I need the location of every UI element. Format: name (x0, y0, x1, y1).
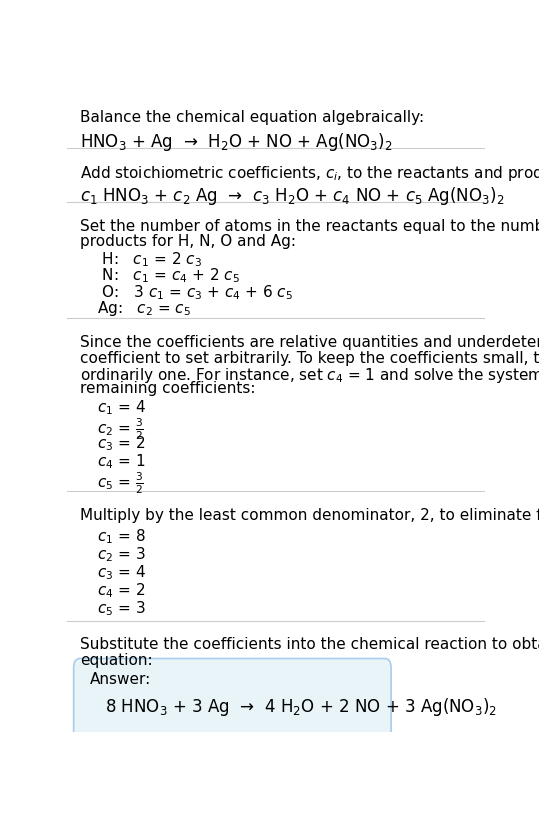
Text: $c_4$ = 2: $c_4$ = 2 (96, 582, 145, 600)
Text: O:   3 $c_1$ = $c_3$ + $c_4$ + 6 $c_5$: O: 3 $c_1$ = $c_3$ + $c_4$ + 6 $c_5$ (96, 283, 293, 302)
Text: $c_5$ = $\frac{3}{2}$: $c_5$ = $\frac{3}{2}$ (96, 470, 143, 496)
Text: Multiply by the least common denominator, 2, to eliminate fractional coefficient: Multiply by the least common denominator… (80, 508, 539, 523)
Text: H:   $c_1$ = 2 $c_3$: H: $c_1$ = 2 $c_3$ (96, 250, 202, 269)
Text: $c_5$ = 3: $c_5$ = 3 (96, 600, 145, 618)
Text: $c_1$ = 4: $c_1$ = 4 (96, 398, 146, 417)
Text: remaining coefficients:: remaining coefficients: (80, 381, 255, 396)
Text: equation:: equation: (80, 653, 153, 667)
Text: $c_3$ = 2: $c_3$ = 2 (96, 434, 145, 453)
FancyBboxPatch shape (74, 658, 391, 744)
Text: N:   $c_1$ = $c_4$ + 2 $c_5$: N: $c_1$ = $c_4$ + 2 $c_5$ (96, 266, 239, 285)
Text: Answer:: Answer: (91, 672, 151, 687)
Text: $c_1$ HNO$_3$ + $c_2$ Ag  →  $c_3$ H$_2$O + $c_4$ NO + $c_5$ Ag(NO$_3$)$_2$: $c_1$ HNO$_3$ + $c_2$ Ag → $c_3$ H$_2$O … (80, 185, 505, 207)
Text: Set the number of atoms in the reactants equal to the number of atoms in the: Set the number of atoms in the reactants… (80, 219, 539, 233)
Text: $c_2$ = $\frac{3}{2}$: $c_2$ = $\frac{3}{2}$ (96, 416, 143, 441)
Text: HNO$_3$ + Ag  →  H$_2$O + NO + Ag(NO$_3$)$_2$: HNO$_3$ + Ag → H$_2$O + NO + Ag(NO$_3$)$… (80, 131, 392, 153)
Text: Ag:   $c_2$ = $c_5$: Ag: $c_2$ = $c_5$ (96, 299, 191, 318)
Text: $c_4$ = 1: $c_4$ = 1 (96, 452, 145, 471)
Text: Since the coefficients are relative quantities and underdetermined, choose a: Since the coefficients are relative quan… (80, 335, 539, 350)
Text: products for H, N, O and Ag:: products for H, N, O and Ag: (80, 234, 296, 249)
Text: Substitute the coefficients into the chemical reaction to obtain the balanced: Substitute the coefficients into the che… (80, 637, 539, 653)
Text: $c_3$ = 4: $c_3$ = 4 (96, 564, 146, 582)
Text: Balance the chemical equation algebraically:: Balance the chemical equation algebraica… (80, 110, 424, 125)
Text: ordinarily one. For instance, set $c_4$ = 1 and solve the system of equations fo: ordinarily one. For instance, set $c_4$ … (80, 366, 539, 385)
Text: $c_2$ = 3: $c_2$ = 3 (96, 546, 145, 564)
Text: Add stoichiometric coefficients, $c_i$, to the reactants and products:: Add stoichiometric coefficients, $c_i$, … (80, 164, 539, 183)
Text: 8 HNO$_3$ + 3 Ag  →  4 H$_2$O + 2 NO + 3 Ag(NO$_3$)$_2$: 8 HNO$_3$ + 3 Ag → 4 H$_2$O + 2 NO + 3 A… (105, 696, 497, 718)
Text: $c_1$ = 8: $c_1$ = 8 (96, 528, 146, 546)
Text: coefficient to set arbitrarily. To keep the coefficients small, the arbitrary va: coefficient to set arbitrarily. To keep … (80, 350, 539, 366)
